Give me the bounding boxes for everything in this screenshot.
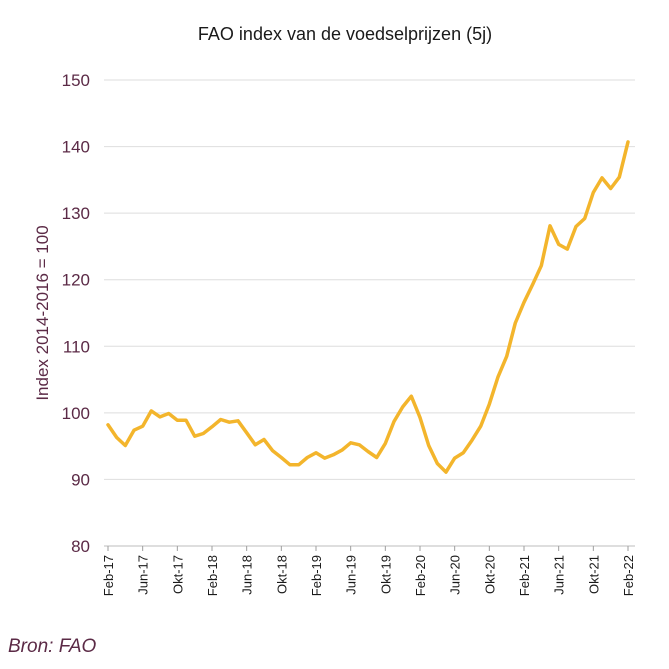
x-tick-label: Jun-17 xyxy=(136,555,151,595)
data-point xyxy=(419,416,421,419)
chart-title: FAO index van de voedselprijzen (5j) xyxy=(198,24,492,44)
x-tick-label: Jun-19 xyxy=(344,555,359,595)
x-axis-ticks: Feb-17 Jun-17 Okt-17 Feb-18 Jun-18 Okt-18 Feb-… xyxy=(101,546,636,596)
series-layer xyxy=(106,140,630,474)
data-point xyxy=(124,444,127,447)
x-tick-label: Jun-20 xyxy=(448,555,463,595)
data-point xyxy=(107,424,109,426)
data-point xyxy=(549,224,551,227)
data-point xyxy=(211,426,213,428)
data-point xyxy=(271,450,274,452)
source-note: Bron: FAO xyxy=(8,636,97,657)
data-point xyxy=(453,457,456,459)
data-point xyxy=(427,444,430,447)
data-point xyxy=(306,456,309,459)
y-tick-label: 120 xyxy=(62,271,90,290)
x-tick-label: Okt-21 xyxy=(586,555,601,594)
x-tick-label: Jun-21 xyxy=(552,555,567,595)
data-point xyxy=(618,176,621,178)
data-point xyxy=(185,419,187,421)
data-point xyxy=(332,453,335,456)
data-point xyxy=(202,432,205,435)
data-point xyxy=(289,463,291,466)
x-tick-label: Okt-17 xyxy=(170,555,185,594)
series-line xyxy=(106,140,630,474)
x-tick-label: Feb-20 xyxy=(413,555,428,596)
data-point xyxy=(254,444,257,446)
data-point xyxy=(445,471,447,473)
data-point xyxy=(219,418,222,421)
data-point xyxy=(349,442,352,444)
data-point xyxy=(462,452,465,454)
data-point xyxy=(150,410,153,412)
data-point xyxy=(341,449,343,451)
data-point xyxy=(557,243,560,246)
data-point xyxy=(384,442,387,445)
data-point xyxy=(297,463,300,466)
x-tick-label: Feb-17 xyxy=(101,555,116,596)
x-tick-label: Okt-18 xyxy=(274,555,289,594)
data-point xyxy=(592,191,595,194)
y-tick-label: 100 xyxy=(62,404,90,423)
data-point xyxy=(523,301,525,304)
y-axis-ticks: 80 90 100 110 120 130 140 150 xyxy=(62,71,90,556)
data-point xyxy=(410,395,413,398)
data-point xyxy=(141,425,144,427)
y-tick-label: 140 xyxy=(62,138,90,157)
y-tick-label: 150 xyxy=(62,71,90,90)
y-tick-label: 130 xyxy=(62,204,90,223)
data-point xyxy=(323,457,326,459)
data-point xyxy=(436,462,439,465)
data-point xyxy=(176,419,179,421)
x-tick-label: Jun-18 xyxy=(240,555,255,595)
y-tick-label: 90 xyxy=(71,470,90,489)
data-point xyxy=(367,450,369,453)
data-point xyxy=(263,438,265,441)
data-point xyxy=(245,432,248,434)
data-point xyxy=(315,452,317,454)
data-point xyxy=(531,283,534,286)
grid-lines xyxy=(104,79,635,547)
data-point xyxy=(514,322,517,324)
x-tick-label: Feb-22 xyxy=(621,555,636,596)
data-point xyxy=(575,225,577,228)
data-point xyxy=(566,248,569,250)
data-point xyxy=(488,403,491,406)
data-point xyxy=(627,141,629,143)
data-point xyxy=(401,406,404,408)
data-point xyxy=(167,412,170,415)
x-tick-label: Feb-21 xyxy=(517,555,532,596)
data-point xyxy=(583,217,586,220)
data-point xyxy=(193,435,196,437)
data-point xyxy=(497,376,499,378)
data-point xyxy=(237,420,239,422)
data-point xyxy=(280,456,283,459)
x-tick-label: Okt-19 xyxy=(378,555,393,594)
x-tick-label: Okt-20 xyxy=(482,555,497,594)
x-tick-label: Feb-19 xyxy=(309,555,324,596)
x-tick-label: Feb-18 xyxy=(205,555,220,596)
y-tick-label: 80 xyxy=(71,537,90,556)
data-point xyxy=(505,355,508,358)
data-point xyxy=(159,416,161,418)
data-point xyxy=(375,456,378,459)
data-point xyxy=(228,421,231,423)
data-point xyxy=(479,425,482,427)
data-point xyxy=(609,187,612,190)
data-point xyxy=(540,264,543,267)
data-point xyxy=(393,420,395,423)
data-point xyxy=(471,439,473,441)
y-tick-label: 110 xyxy=(63,337,90,356)
data-point xyxy=(601,177,603,179)
data-point xyxy=(358,444,361,446)
data-point xyxy=(115,436,118,439)
y-axis-label: Index 2014-2016 = 100 xyxy=(33,225,52,400)
data-point xyxy=(133,429,135,431)
